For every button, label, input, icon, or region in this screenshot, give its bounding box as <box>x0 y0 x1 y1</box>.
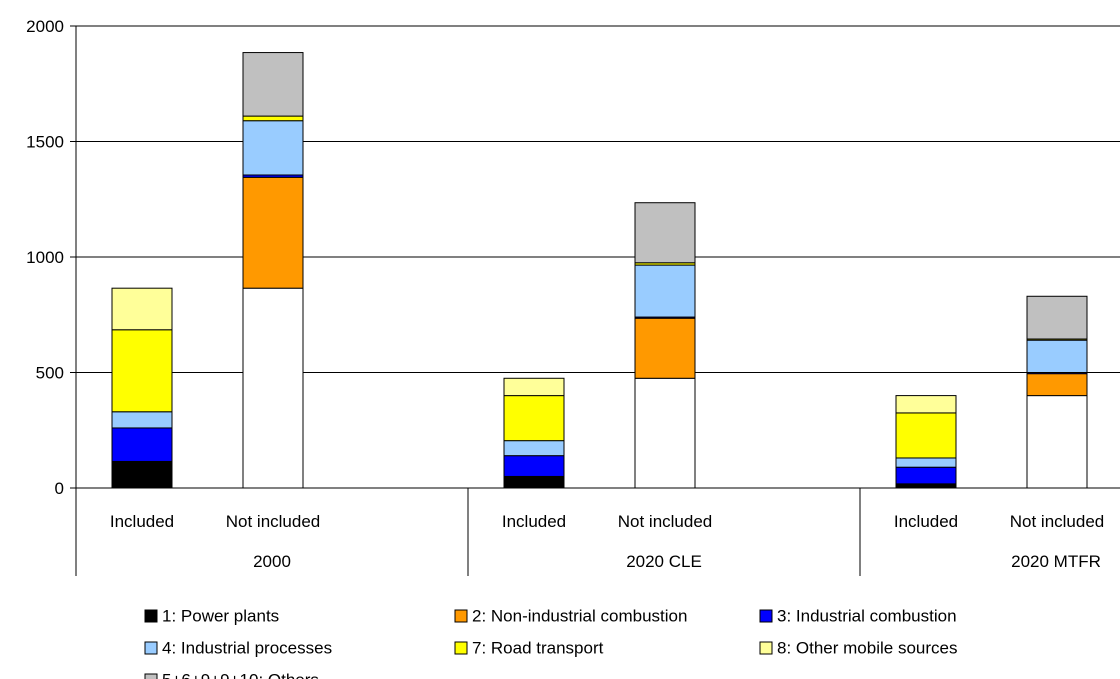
group-label: 2020 MTFR <box>1011 552 1101 571</box>
legend-label: 7: Road transport <box>472 639 604 658</box>
bar-segment <box>895 483 957 489</box>
legend-label: 1: Power plants <box>162 607 279 626</box>
y-tick-label: 500 <box>36 364 64 383</box>
category-label: Included <box>894 512 958 531</box>
legend-swatch <box>759 641 773 655</box>
category-label: Included <box>502 512 566 531</box>
bar-segment <box>634 264 696 318</box>
bars <box>111 52 1088 489</box>
legend-swatch <box>454 609 468 623</box>
bar-segment <box>634 317 696 379</box>
bar-segment <box>111 287 173 331</box>
y-tick-label: 0 <box>55 479 64 498</box>
group-label: 2000 <box>253 552 291 571</box>
bar-segment <box>242 52 304 117</box>
bar-segment <box>503 440 565 457</box>
legend-label: 3: Industrial combustion <box>777 607 957 626</box>
bar-segment <box>1026 339 1088 374</box>
category-label: Included <box>110 512 174 531</box>
bar-segment <box>242 115 304 122</box>
bar-segment <box>895 395 957 414</box>
y-tick-label: 2000 <box>26 17 64 36</box>
x-axis-categories: Included Not included Included Not included… <box>110 512 1104 571</box>
legend-swatch <box>759 609 773 623</box>
y-tick-label: 1000 <box>26 248 64 267</box>
bar-segment <box>1026 373 1088 397</box>
bar-segment <box>111 460 173 489</box>
bar-segment-base <box>242 287 304 489</box>
bar-segment <box>111 427 173 462</box>
bar-segment <box>242 176 304 289</box>
y-tick-label: 1500 <box>26 133 64 152</box>
bar-segment <box>503 395 565 442</box>
category-label: Not included <box>226 512 321 531</box>
legend-swatch <box>144 609 158 623</box>
bar-segment-base <box>1026 395 1088 489</box>
bar-segment <box>895 412 957 459</box>
legend-label: 5+6+9+9+10: Others <box>162 671 319 679</box>
legend-label: 8: Other mobile sources <box>777 639 957 658</box>
bar-segment <box>503 377 565 397</box>
bar-segment <box>1026 295 1088 340</box>
category-label: Not included <box>1010 512 1105 531</box>
bar-segment <box>503 475 565 489</box>
bar-segment <box>895 457 957 468</box>
y-axis-ticks: 0 500 1000 1500 2000 <box>26 17 76 498</box>
bar-segment <box>503 455 565 477</box>
bar-segment <box>111 329 173 413</box>
bar-segment-base <box>634 377 696 489</box>
legend-swatch <box>454 641 468 655</box>
bar-segment <box>242 120 304 176</box>
bar-segment <box>111 411 173 429</box>
bar-segment <box>895 466 957 485</box>
legend-swatch <box>144 673 158 679</box>
axes <box>75 26 1120 576</box>
legend-label: 2: Non-industrial combustion <box>472 607 687 626</box>
group-label: 2020 CLE <box>626 552 702 571</box>
category-label: Not included <box>618 512 713 531</box>
legend-label: 4: Industrial processes <box>162 639 332 658</box>
legend-swatch <box>144 641 158 655</box>
gridlines <box>76 25 1120 373</box>
bar-segment <box>634 202 696 264</box>
legend: 1: Power plants 2: Non-industrial combust… <box>144 607 957 679</box>
